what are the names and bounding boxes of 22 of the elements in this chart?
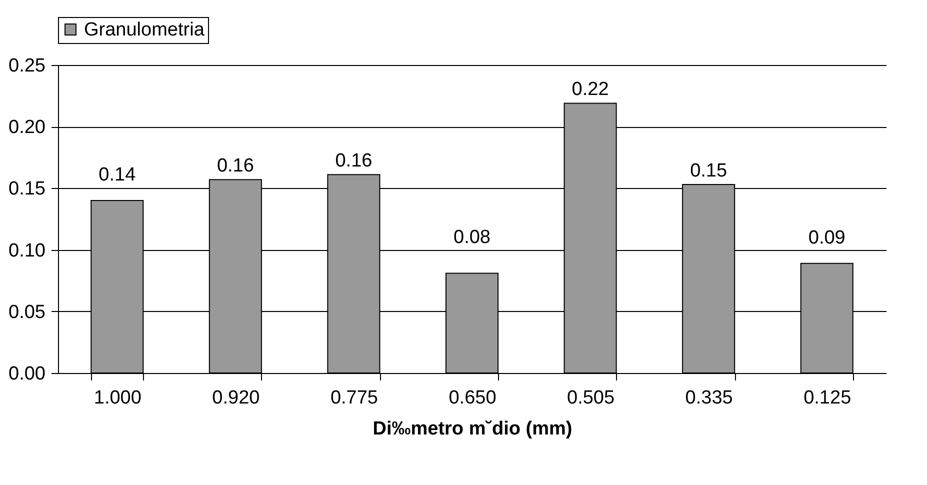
data-label: 0.14	[98, 164, 136, 186]
data-label: 0.16	[216, 156, 254, 177]
x-tick-label: 0.505	[567, 388, 615, 408]
x-tick-label: 0.335	[685, 388, 733, 408]
y-tick-label: 0.15	[8, 178, 46, 200]
y-tick-label: 0.00	[8, 364, 46, 384]
y-tick-label: 0.05	[8, 302, 46, 323]
data-label: 0.08	[454, 227, 490, 248]
x-axis-title: Di‰metro m˘dio (mm)	[372, 418, 572, 440]
x-tick-label: 0.125	[804, 388, 852, 408]
x-tick-label: 1.000	[94, 388, 142, 408]
x-tick-label: 0.650	[448, 388, 496, 408]
legend-label: Granulometria	[84, 20, 205, 40]
data-label: 0.16	[335, 150, 372, 172]
y-tick-label: 0.20	[8, 117, 46, 138]
data-label: 0.22	[572, 79, 609, 100]
x-tick-label: 0.775	[330, 388, 378, 408]
data-label: 0.09	[808, 227, 846, 248]
data-label: 0.15	[690, 160, 728, 182]
x-tick-label: 0.920	[212, 388, 260, 408]
y-tick-label: 0.25	[8, 56, 46, 76]
y-tick-label: 0.10	[8, 240, 46, 262]
